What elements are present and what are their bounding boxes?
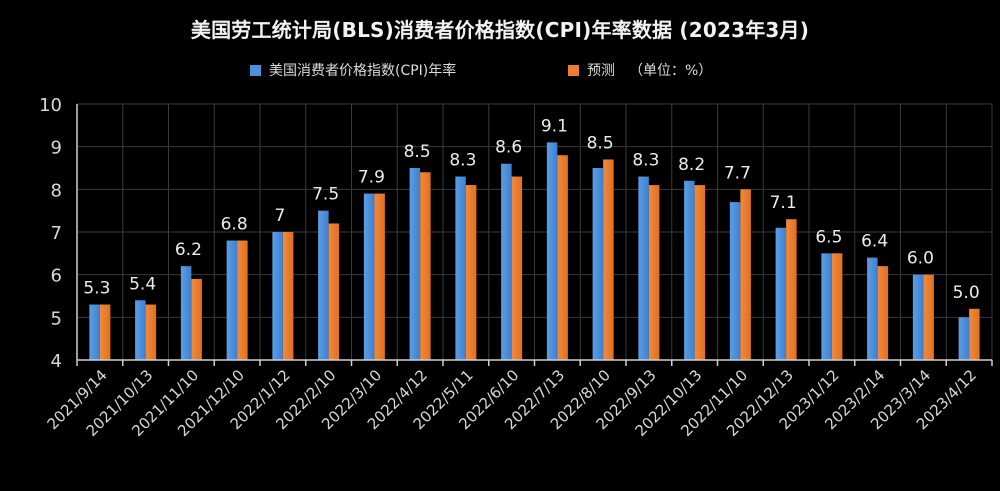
bar-cpi — [912, 274, 924, 360]
legend: 美国消费者价格指数(CPI)年率 预测 （单位：%） — [0, 60, 1000, 82]
bar-forecast — [511, 176, 523, 360]
bar-cpi — [318, 210, 329, 360]
bar-cpi — [821, 253, 832, 360]
legend-swatch-forecast — [568, 64, 579, 76]
y-tick-label: 7 — [51, 223, 62, 244]
bar-forecast — [603, 159, 614, 360]
data-label: 5.3 — [83, 279, 110, 299]
bar-cpi — [775, 227, 787, 360]
data-label: 7.9 — [358, 168, 385, 188]
bar-cpi — [409, 168, 421, 360]
bar-forecast — [328, 223, 340, 360]
bar-forecast — [145, 304, 157, 360]
bar-forecast — [786, 219, 797, 360]
bar-cpi — [638, 176, 649, 360]
legend-swatch-cpi — [250, 64, 261, 76]
bar-cpi — [501, 163, 512, 360]
legend-label-forecast: 预测 — [587, 63, 615, 79]
bar-forecast — [969, 308, 980, 360]
bar-forecast — [557, 155, 568, 360]
data-label: 6.2 — [175, 240, 202, 260]
bar-cpi — [958, 317, 970, 360]
y-tick-label: 5 — [51, 308, 62, 329]
axes — [76, 104, 993, 366]
data-label: 8.3 — [632, 151, 659, 171]
legend-item-cpi: 美国消费者价格指数(CPI)年率 — [250, 60, 456, 80]
bar-forecast — [237, 240, 248, 360]
bar-forecast — [740, 189, 751, 360]
y-tick-label: 9 — [51, 138, 62, 159]
y-tick-label: 10 — [39, 95, 62, 116]
bar-forecast — [420, 172, 431, 360]
bars — [89, 142, 980, 360]
data-label: 5.4 — [129, 274, 156, 294]
data-label: 8.5 — [404, 142, 431, 162]
legend-label-cpi: 美国消费者价格指数(CPI)年率 — [269, 63, 457, 79]
bar-cpi — [455, 176, 466, 360]
bar-cpi — [135, 300, 146, 360]
bar-forecast — [374, 193, 385, 360]
data-label: 5.0 — [953, 283, 980, 303]
data-label: 9.1 — [541, 116, 568, 136]
bar-forecast — [99, 304, 111, 360]
bar-forecast — [831, 253, 843, 360]
chart-title: 美国劳工统计局(BLS)消费者价格指数(CPI)年率数据 (2023年3月) — [190, 18, 810, 42]
bar-cpi — [363, 193, 375, 360]
bar-cpi — [592, 168, 604, 360]
y-tick-label: 8 — [51, 180, 62, 201]
bar-forecast — [923, 274, 934, 360]
legend-unit-note: （单位：%） — [629, 63, 713, 79]
bar-forecast — [191, 278, 202, 360]
data-label: 6.5 — [815, 227, 842, 247]
bar-cpi — [226, 240, 238, 360]
data-label: 8.6 — [495, 138, 522, 158]
bar-cpi — [272, 232, 283, 360]
data-label: 8.2 — [678, 155, 705, 175]
y-tick-label: 4 — [51, 351, 62, 372]
data-label: 6.0 — [907, 249, 934, 269]
data-label: 8.3 — [449, 151, 476, 171]
bar-forecast — [877, 266, 889, 360]
bar-cpi — [180, 266, 192, 360]
y-tick-label: 6 — [51, 266, 62, 287]
bar-cpi — [546, 142, 558, 360]
data-label: 6.4 — [861, 232, 888, 252]
data-label: 6.8 — [221, 215, 248, 235]
bar-cpi — [867, 257, 878, 360]
bar-forecast — [282, 232, 294, 360]
bar-cpi — [729, 202, 741, 360]
bar-forecast — [465, 185, 477, 360]
data-label: 7.1 — [770, 193, 797, 213]
data-label: 8.5 — [587, 133, 614, 153]
bar-cpi — [89, 304, 100, 360]
bar-cpi — [684, 180, 695, 360]
data-label: 7.5 — [312, 185, 339, 205]
bar-forecast — [648, 185, 660, 360]
gridlines — [76, 103, 993, 360]
data-label: 7.7 — [724, 163, 751, 183]
legend-item-forecast: 预测 （单位：%） — [568, 60, 712, 80]
bar-forecast — [694, 185, 706, 360]
data-label: 7 — [274, 206, 285, 226]
